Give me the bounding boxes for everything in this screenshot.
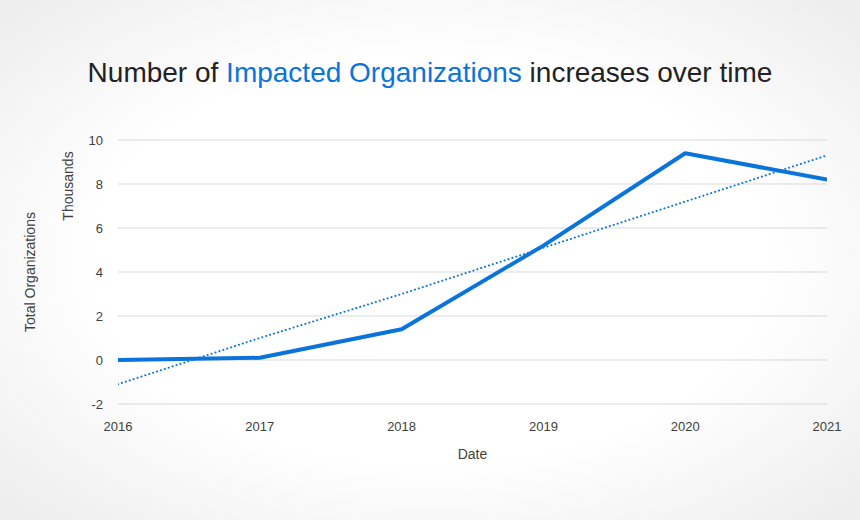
x-axis-label: Date (458, 446, 488, 462)
x-tick-label: 2017 (245, 419, 274, 434)
y-axis-label: Total Organizations (22, 212, 38, 332)
grid-line (118, 316, 827, 317)
x-tick-label: 2021 (813, 419, 842, 434)
y-tick-label: 6 (96, 221, 103, 236)
plot-area (118, 153, 827, 384)
grid-line (118, 140, 827, 141)
x-tick-label: 2016 (104, 419, 133, 434)
grid-line (118, 272, 827, 273)
x-tick-label: 2019 (529, 419, 558, 434)
y-tick-label: 8 (96, 177, 103, 192)
grid-line (118, 228, 827, 229)
title: Number of Impacted Organizations increas… (88, 57, 773, 88)
trend-line (118, 155, 827, 384)
y-tick-label: 4 (96, 265, 103, 280)
y-unit-label: Thousands (60, 151, 76, 220)
x-tick-label: 2018 (387, 419, 416, 434)
y-tick-label: -2 (91, 397, 103, 412)
chart: Number of Impacted Organizations increas… (0, 0, 860, 520)
y-tick-label: 2 (96, 309, 103, 324)
title-highlight: Impacted Organizations (226, 57, 522, 88)
title-part: increases over time (522, 57, 773, 88)
title-part: Number of (88, 57, 227, 88)
grid-line (118, 404, 827, 405)
x-tick-label: 2020 (671, 419, 700, 434)
data-line (118, 153, 827, 360)
y-tick-label: 0 (96, 353, 103, 368)
y-tick-label: 10 (89, 133, 103, 148)
grid-line (118, 184, 827, 185)
